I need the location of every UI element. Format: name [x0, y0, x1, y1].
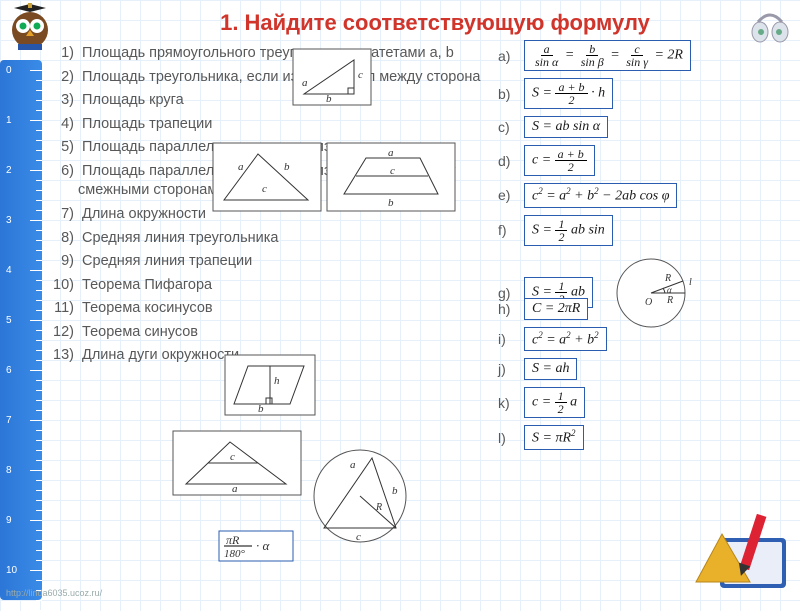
question-item: 8) Средняя линия треугольника: [50, 229, 500, 249]
svg-text:a: a: [388, 147, 394, 159]
svg-text:α: α: [667, 285, 672, 295]
right-triangle-diagram: b c a: [292, 48, 372, 106]
question-item: 3) Площадь круга: [50, 91, 500, 111]
answer-a: a) asin α = bsin β = csin γ = 2R: [498, 40, 798, 71]
answer-list: a) asin α = bsin β = csin γ = 2R b) S = …: [498, 40, 798, 457]
svg-text:a: a: [232, 483, 238, 495]
question-item: 1) Площадь прямоугольного треугольника с…: [50, 44, 500, 64]
answer-l: l) S = πR2: [498, 425, 798, 450]
arc-formula-inline: πR 180° · α: [218, 530, 294, 562]
formula-c: S = ab sin α: [524, 116, 608, 138]
formula-b: S = a + b2 · h: [524, 78, 613, 109]
formula-f: S = 12 ab sin: [524, 215, 613, 246]
question-item: 4) Площадь трапеции: [50, 115, 500, 135]
question-item: 12) Теорема синусов: [50, 323, 500, 343]
svg-text:R: R: [375, 502, 382, 513]
answer-d: d) c = a + b2: [498, 145, 798, 176]
svg-text:a: a: [302, 77, 308, 89]
formula-k: c = 12 a: [524, 387, 585, 418]
svg-text:b: b: [392, 485, 398, 497]
answer-b: b) S = a + b2 · h: [498, 78, 798, 109]
answer-j: j) S = ah: [498, 358, 798, 380]
svg-text:c: c: [390, 165, 395, 177]
svg-text:a: a: [350, 459, 356, 471]
formula-d: c = a + b2: [524, 145, 595, 176]
parallelogram-diagram: bh: [224, 354, 316, 416]
answer-e: e) c2 = a2 + b2 − 2ab cos φ: [498, 183, 798, 208]
svg-text:b: b: [326, 93, 332, 105]
question-item: 9) Средняя линия трапеции: [50, 252, 500, 272]
answer-f: f) S = 12 ab sin: [498, 215, 798, 246]
svg-text:a: a: [238, 161, 244, 173]
svg-text:180°: 180°: [224, 548, 246, 560]
tools-icon: [686, 504, 796, 594]
formula-i: c2 = a2 + b2: [524, 327, 607, 352]
circle-radius-diagram: R R O l α: [611, 253, 701, 333]
footer-url: http://linda6035.ucoz.ru/: [6, 588, 102, 598]
svg-text:b: b: [284, 161, 290, 173]
formula-h: C = 2πR: [524, 298, 588, 320]
svg-text:c: c: [358, 69, 363, 81]
svg-text:c: c: [262, 183, 267, 195]
midline-triangle-diagram: ca: [172, 430, 302, 496]
svg-text:c: c: [356, 531, 361, 543]
formula-j: S = ah: [524, 358, 577, 380]
svg-text:c: c: [230, 451, 235, 463]
svg-text:· α: · α: [256, 538, 271, 553]
svg-text:R: R: [666, 295, 673, 306]
formula-l: S = πR2: [524, 425, 584, 450]
svg-text:πR: πR: [226, 533, 240, 547]
ruler-graphic: /* ticks drawn below by JS */ 0123456789…: [0, 60, 42, 600]
svg-text:h: h: [274, 375, 280, 387]
inscribed-triangle-diagram: a bRc: [300, 444, 420, 548]
svg-text:l: l: [689, 277, 692, 288]
answer-g: g) S = 12 ab R R O l α: [498, 253, 798, 333]
triangle-diagram: a b c: [212, 142, 322, 212]
formula-e: c2 = a2 + b2 − 2ab cos φ: [524, 183, 677, 208]
svg-text:b: b: [258, 403, 264, 415]
answer-c: c) S = ab sin α: [498, 116, 798, 138]
page-title: 1. Найдите соответствующую формулу: [0, 0, 800, 44]
owl-icon: [4, 2, 56, 54]
answer-k: k) c = 12 a: [498, 387, 798, 418]
trapezoid-diagram: a b c: [326, 142, 456, 212]
question-item: 11) Теорема косинусов: [50, 299, 500, 319]
question-item: 10) Теорема Пифагора: [50, 276, 500, 296]
svg-text:b: b: [388, 197, 394, 209]
formula-a: asin α = bsin β = csin γ = 2R: [524, 40, 691, 71]
question-item: 2) Площадь треугольника, если известен у…: [50, 68, 500, 88]
svg-text:R: R: [664, 273, 671, 284]
svg-text:O: O: [645, 297, 652, 308]
